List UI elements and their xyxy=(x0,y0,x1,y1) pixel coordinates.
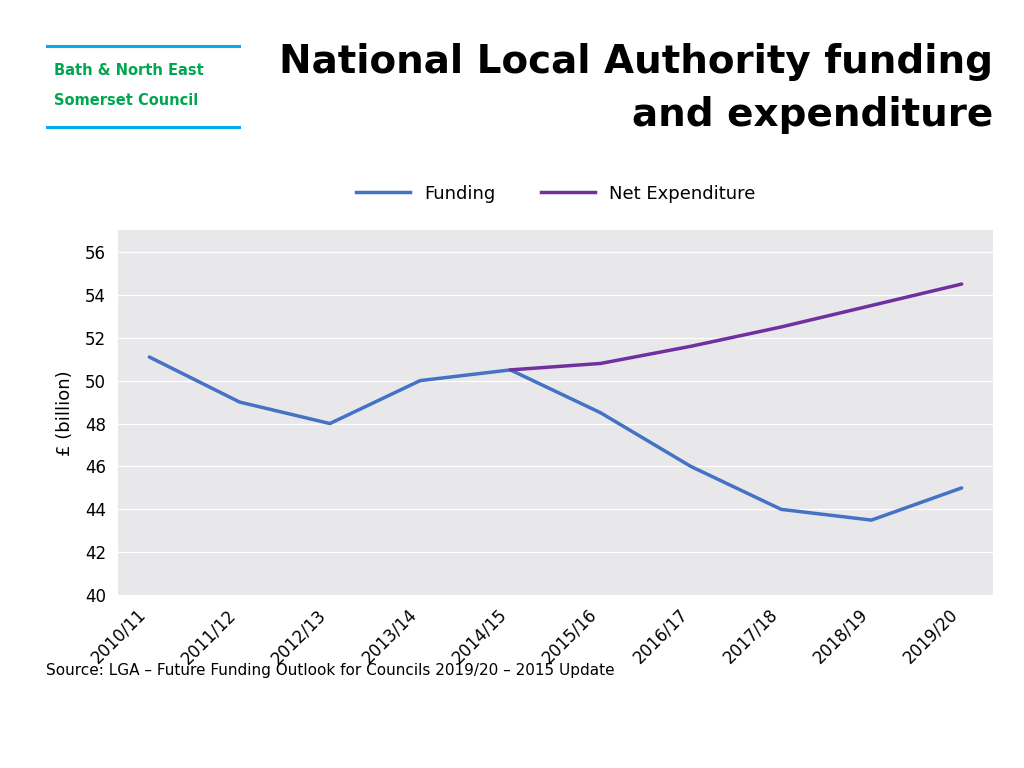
Text: National Local Authority funding: National Local Authority funding xyxy=(280,43,993,81)
Text: Bath & North East: Bath & North East xyxy=(54,64,204,78)
Text: The: The xyxy=(512,723,554,743)
Text: and expenditure: and expenditure xyxy=(632,97,993,134)
Text: place to live, work and visit: place to live, work and visit xyxy=(554,723,866,743)
Y-axis label: £ (billion): £ (billion) xyxy=(55,370,74,455)
Legend: Funding, Net Expenditure: Funding, Net Expenditure xyxy=(348,177,763,210)
Text: Somerset Council: Somerset Council xyxy=(54,94,198,108)
Text: Bath and  North East Somerset –: Bath and North East Somerset – xyxy=(140,723,512,743)
Text: Source: LGA – Future Funding Outlook for Councils 2019/20 – 2015 Update: Source: LGA – Future Funding Outlook for… xyxy=(46,663,614,678)
